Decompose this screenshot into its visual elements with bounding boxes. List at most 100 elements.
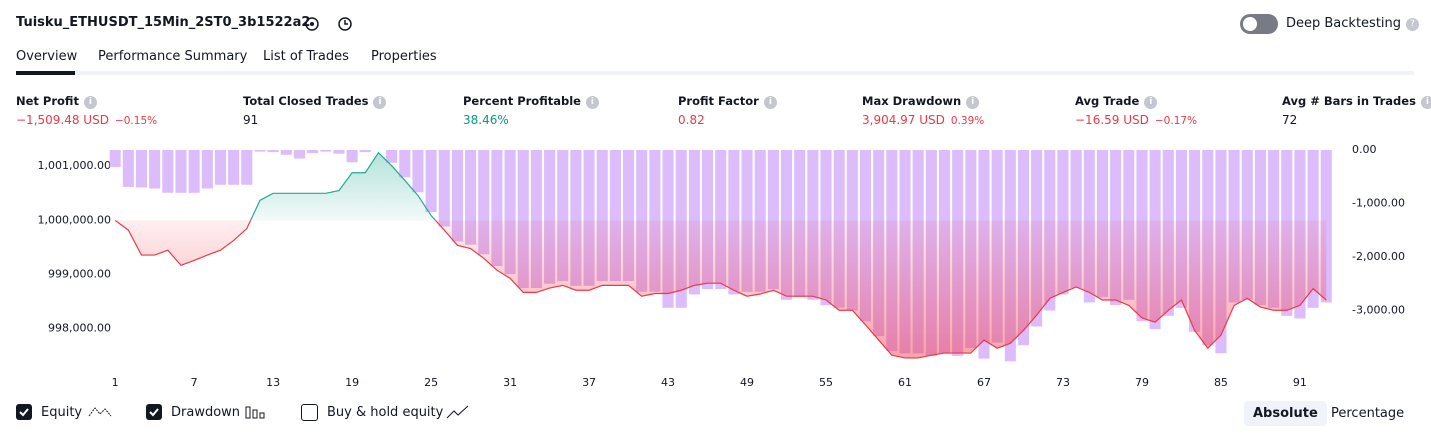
metric-label: Percent Profitable i	[463, 94, 599, 109]
tab-rule	[16, 71, 1414, 75]
drawdown-bar	[491, 150, 503, 267]
metric-label: Net Profit i	[16, 94, 97, 109]
x-tick-label: 85	[1214, 376, 1228, 389]
x-tick-label: 43	[661, 376, 675, 389]
x-tick-label: 37	[582, 376, 596, 389]
drawdown-bar	[149, 150, 161, 189]
metric-label: Max Drawdown i	[862, 94, 980, 109]
x-tick-label: 1	[112, 376, 119, 389]
x-tick-label: 7	[191, 376, 198, 389]
x-tick-label: 91	[1293, 376, 1307, 389]
drawdown-bar	[267, 150, 279, 153]
drawdown-bar	[254, 150, 266, 152]
y2-tick-label: -2,000.00	[1352, 250, 1405, 263]
title-icons[interactable]	[303, 14, 353, 34]
metric-value: 3,904.97 USD 0.39%	[862, 113, 985, 127]
drawdown-bar	[214, 150, 227, 185]
y-tick-label: 1,001,000.00	[38, 159, 111, 172]
equity-area	[115, 220, 1327, 358]
drawdown-bar	[715, 150, 727, 290]
x-tick-label: 55	[819, 376, 833, 389]
metric-label: Total Closed Trades i	[243, 94, 387, 109]
legend-entry: Drawdown	[171, 405, 241, 420]
drawdown-bar	[478, 150, 490, 255]
x-tick-label: 73	[1056, 376, 1070, 389]
metric-value: −16.59 USD −0.17%	[1075, 113, 1198, 127]
y-tick-label: 998,000.00	[48, 322, 111, 335]
drawdown-bar	[530, 150, 542, 289]
y2-tick-label: -1,000.00	[1352, 196, 1405, 209]
drawdown-bar	[399, 150, 411, 178]
drawdown-bar	[1070, 150, 1082, 289]
drawdown-bar	[135, 150, 148, 188]
x-tick-label: 79	[1135, 376, 1149, 389]
strategy-title: Tuisku_ETHUSDT_15Min_2ST0_3b1522a2	[16, 15, 311, 30]
y2-tick-label: -3,000.00	[1352, 303, 1405, 316]
drawdown-bar	[544, 150, 556, 284]
x-tick-label: 49	[740, 376, 754, 389]
drawdown-bar	[333, 150, 345, 154]
legend-icon	[88, 407, 112, 417]
metric-value: −1,509.48 USD −0.15%	[16, 113, 158, 127]
drawdown-bar	[412, 150, 424, 193]
x-tick-label: 61	[898, 376, 912, 389]
percentage-button[interactable]: Percentage	[1331, 406, 1405, 421]
drawdown-bar	[596, 150, 608, 282]
drawdown-bar	[609, 150, 621, 282]
drawdown-bar	[465, 150, 477, 245]
drawdown-bar	[504, 150, 516, 275]
absolute-button[interactable]: Absolute	[1244, 401, 1327, 426]
drawdown-bar	[570, 150, 582, 286]
metric-value: 0.82	[678, 113, 705, 127]
checkbox[interactable]	[16, 404, 32, 420]
x-tick-label: 13	[266, 376, 280, 389]
drawdown-bar	[767, 150, 779, 290]
drawdown-bar	[280, 150, 292, 155]
metric-value: 72	[1282, 113, 1298, 127]
equity-line	[114, 220, 1327, 359]
drawdown-bar	[241, 150, 253, 185]
checkbox[interactable]	[301, 404, 318, 421]
drawdown-bar	[162, 150, 174, 193]
x-tick-label: 67	[977, 376, 991, 389]
tab[interactable]: List of Trades	[263, 49, 349, 64]
toggle[interactable]	[1240, 14, 1278, 34]
deep-backtesting-label: Deep Backtesting?	[1286, 16, 1420, 31]
drawdown-bar	[307, 150, 319, 154]
metric-label: Profit Factor i	[678, 94, 777, 109]
drawdown-bar	[451, 150, 463, 242]
drawdown-bar	[175, 150, 187, 193]
tab[interactable]: Overview	[16, 49, 78, 64]
metric-label: Avg Trade i	[1075, 94, 1158, 109]
tab[interactable]: Properties	[371, 49, 437, 64]
drawdown-bar	[359, 150, 371, 153]
metric-label: Avg # Bars in Trades i	[1282, 94, 1431, 109]
tab-underline	[16, 71, 75, 75]
drawdown-bar	[583, 150, 595, 286]
drawdown-bar	[702, 150, 714, 290]
y2-tick-label: 0.00	[1352, 143, 1377, 156]
metric-value: 38.46%	[463, 113, 509, 127]
drawdown-bar	[623, 150, 635, 282]
x-tick-label: 25	[424, 376, 438, 389]
y-tick-label: 999,000.00	[48, 268, 111, 281]
legend-entry: Equity	[41, 405, 83, 420]
equity-area	[115, 152, 1327, 221]
legend-icon	[446, 405, 469, 419]
drawdown-bar	[438, 150, 450, 227]
label: Deep Backtesting	[1286, 16, 1402, 31]
drawdown-bar	[557, 150, 569, 282]
equity-line	[115, 151, 437, 221]
x-tick-label: 31	[503, 376, 517, 389]
tab[interactable]: Performance Summary	[98, 49, 248, 64]
checkbox[interactable]	[146, 404, 162, 420]
drawdown-bar	[228, 150, 240, 185]
y-tick-label: 1,000,000.00	[38, 213, 111, 226]
drawdown-bar	[386, 150, 398, 163]
drawdown-bar	[201, 150, 213, 189]
drawdown-bar	[517, 150, 529, 289]
x-tick-label: 19	[345, 376, 359, 389]
metric-value: 91	[243, 113, 259, 127]
drawdown-bar	[293, 150, 305, 159]
